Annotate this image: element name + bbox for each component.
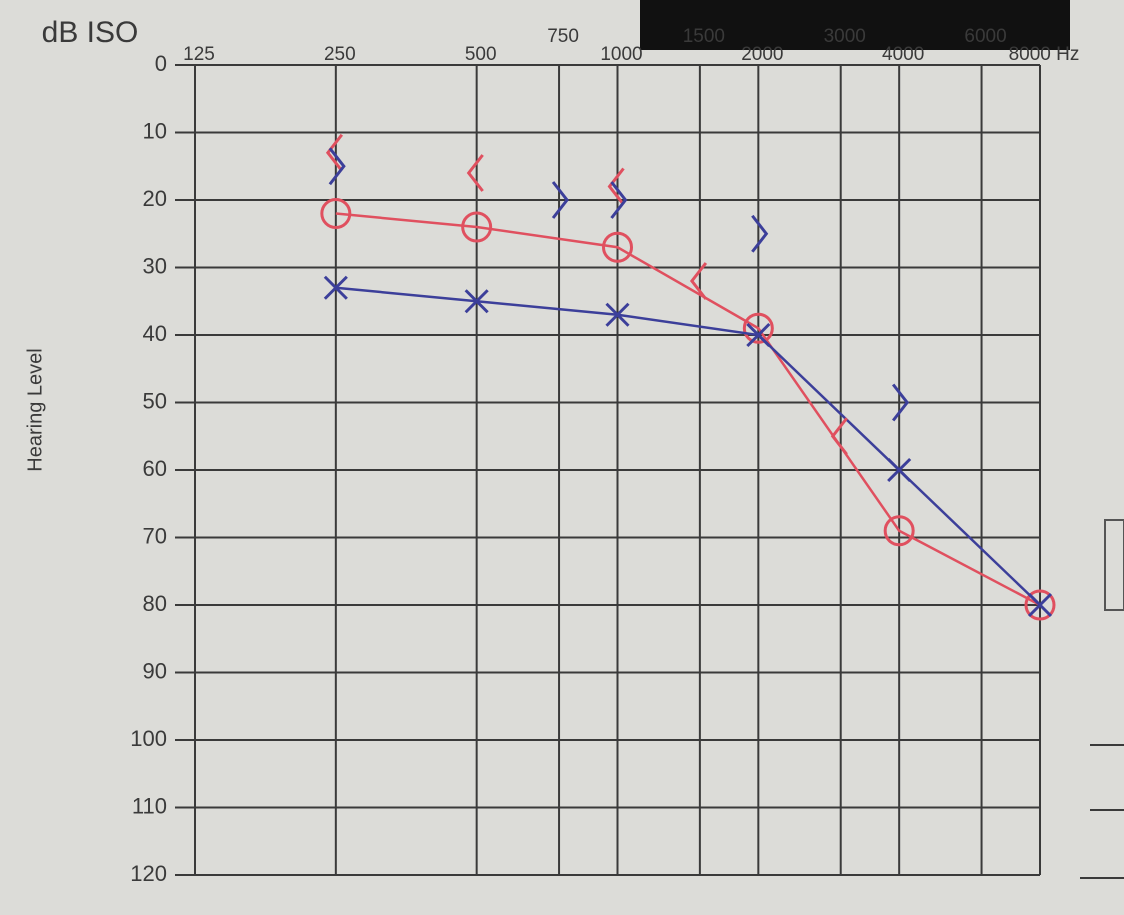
y-tick-label: 60 bbox=[143, 456, 167, 481]
y-tick-label: 50 bbox=[143, 388, 167, 413]
x-tick-label: 8000 Hz bbox=[1009, 44, 1080, 65]
x-tick-label: 4000 bbox=[882, 44, 924, 65]
chart: dB ISO Hearing Level 0 10 20 30 40 50 60 70 80 90… bbox=[0, 0, 1124, 915]
y-tick-label: 10 bbox=[143, 118, 167, 143]
y-tick-label: 110 bbox=[132, 793, 167, 818]
x-tick-label: 500 bbox=[465, 44, 497, 65]
y-tick-label: 40 bbox=[143, 321, 167, 346]
x-tick-label: 2000 bbox=[741, 44, 783, 65]
y-tick-label: 0 bbox=[155, 51, 167, 76]
y-tick-label: 30 bbox=[143, 253, 167, 278]
x-tick-label: 3000 bbox=[824, 26, 866, 47]
y-tick-label: 20 bbox=[143, 186, 167, 211]
paper bbox=[0, 0, 1124, 915]
x-tick-label: 6000 bbox=[964, 26, 1006, 47]
x-tick-label: 250 bbox=[324, 44, 356, 65]
x-tick-label: 125 bbox=[183, 44, 215, 65]
y-tick-label: 90 bbox=[143, 658, 167, 683]
y-tick-label: 100 bbox=[130, 726, 167, 751]
y-tick-label: 70 bbox=[143, 523, 167, 548]
y-tick-label: 80 bbox=[143, 591, 167, 616]
x-tick-label: 1500 bbox=[683, 26, 725, 47]
x-tick-label: 1000 bbox=[600, 44, 642, 65]
y-axis-label: Hearing Level bbox=[24, 348, 46, 471]
x-tick-label: 750 bbox=[547, 26, 579, 47]
y-tick-label: 120 bbox=[130, 861, 167, 886]
chart-title: dB ISO bbox=[42, 16, 139, 49]
